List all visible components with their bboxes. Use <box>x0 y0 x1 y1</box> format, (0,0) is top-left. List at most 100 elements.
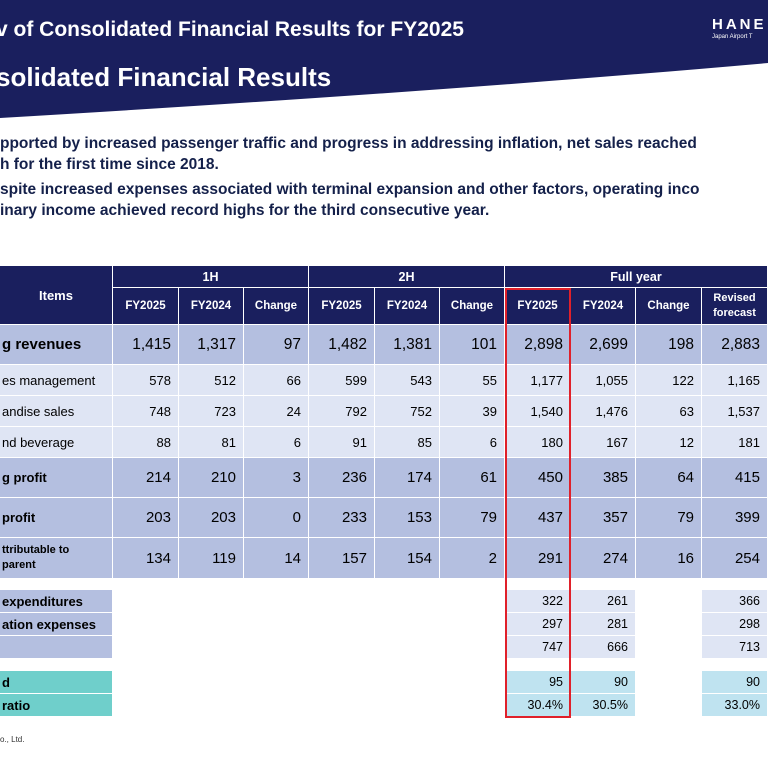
table-cell: 81 <box>179 427 243 457</box>
table-cell: 2 <box>440 538 504 578</box>
header-background <box>0 0 768 118</box>
table-cell: 66 <box>244 365 308 395</box>
teal-row-label-2: ratio <box>0 694 112 716</box>
logo-subtext: Japan Airport T <box>712 34 753 40</box>
teal-row-cell: 30.4% <box>505 694 570 716</box>
header-col-7: FY2025 <box>505 288 570 324</box>
summary-bullet-2-line-1: spite increased expenses associated with… <box>0 181 700 198</box>
table-cell: 88 <box>113 427 178 457</box>
header-items: Items <box>0 266 112 324</box>
table-cell: 1,482 <box>309 325 374 364</box>
header-group-3: Full year <box>505 266 767 287</box>
table-cell: 101 <box>440 325 504 364</box>
table-cell: 450 <box>505 458 570 497</box>
row-label-7: ttributable to parent <box>0 538 112 578</box>
teal-row-cell: 90 <box>702 671 767 693</box>
summary-bullet-1-line-1: pported by increased passenger traffic a… <box>0 135 697 152</box>
table-cell: 97 <box>244 325 308 364</box>
table-cell: 3 <box>244 458 308 497</box>
table-cell: 357 <box>571 498 635 537</box>
table-cell: 792 <box>309 396 374 426</box>
logo-text: HANE <box>712 16 767 33</box>
table-cell: 233 <box>309 498 374 537</box>
table-cell: 254 <box>702 538 767 578</box>
extra-row-cell: 666 <box>571 636 635 658</box>
page-title: solidated Financial Results <box>0 62 332 92</box>
table-cell: 1,476 <box>571 396 635 426</box>
table-cell: 157 <box>309 538 374 578</box>
table-cell: 1,540 <box>505 396 570 426</box>
teal-row-cell: 95 <box>505 671 570 693</box>
table-cell: 153 <box>375 498 439 537</box>
extra-row-cell: 261 <box>571 590 635 612</box>
table-cell: 274 <box>571 538 635 578</box>
table-cell: 1,055 <box>571 365 635 395</box>
table-cell: 16 <box>636 538 701 578</box>
table-cell: 91 <box>309 427 374 457</box>
header-col-9: Change <box>636 288 701 324</box>
header-col-8: FY2024 <box>571 288 635 324</box>
table-cell: 79 <box>636 498 701 537</box>
table-cell: 6 <box>440 427 504 457</box>
row-label-5: g profit <box>0 458 112 497</box>
table-cell: 63 <box>636 396 701 426</box>
header-col-2: FY2024 <box>179 288 243 324</box>
header-group-1: 1H <box>113 266 308 287</box>
table-cell: 2,898 <box>505 325 570 364</box>
table-cell: 723 <box>179 396 243 426</box>
teal-row-cell: 30.5% <box>571 694 635 716</box>
table-cell: 203 <box>179 498 243 537</box>
table-cell: 1,537 <box>702 396 767 426</box>
row-label-2: es management <box>0 365 112 395</box>
extra-row-label-1: expenditures <box>0 590 112 612</box>
table-cell: 2,699 <box>571 325 635 364</box>
table-cell: 167 <box>571 427 635 457</box>
table-cell: 2,883 <box>702 325 767 364</box>
table-cell: 1,415 <box>113 325 178 364</box>
table-cell: 14 <box>244 538 308 578</box>
extra-row-cell: 747 <box>505 636 570 658</box>
table-cell: 198 <box>636 325 701 364</box>
header-col-10: Revised forecast <box>702 288 767 324</box>
summary-bullet-1-line-2: h for the first time since 2018. <box>0 156 219 173</box>
table-cell: 599 <box>309 365 374 395</box>
table-cell: 1,165 <box>702 365 767 395</box>
table-cell: 399 <box>702 498 767 537</box>
extra-row-cell: 322 <box>505 590 570 612</box>
extra-row-cell: 366 <box>702 590 767 612</box>
table-cell: 214 <box>113 458 178 497</box>
table-cell: 578 <box>113 365 178 395</box>
section-title: v of Consolidated Financial Results for … <box>0 18 464 41</box>
header-col-4: FY2025 <box>309 288 374 324</box>
header-group-2: 2H <box>309 266 504 287</box>
table-cell: 85 <box>375 427 439 457</box>
table-cell: 437 <box>505 498 570 537</box>
header-col-6: Change <box>440 288 504 324</box>
row-label-3: andise sales <box>0 396 112 426</box>
table-cell: 1,317 <box>179 325 243 364</box>
footer-company: o., Ltd. <box>0 735 25 744</box>
table-cell: 0 <box>244 498 308 537</box>
table-cell: 6 <box>244 427 308 457</box>
table-cell: 134 <box>113 538 178 578</box>
table-cell: 12 <box>636 427 701 457</box>
table-cell: 291 <box>505 538 570 578</box>
table-cell: 174 <box>375 458 439 497</box>
company-logo: HANE Japan Airport T <box>712 16 767 40</box>
teal-row-label-1: d <box>0 671 112 693</box>
table-cell: 1,381 <box>375 325 439 364</box>
header-banner: v of Consolidated Financial Results for … <box>0 0 768 140</box>
table-cell: 512 <box>179 365 243 395</box>
table-cell: 385 <box>571 458 635 497</box>
table-cell: 236 <box>309 458 374 497</box>
table-cell: 181 <box>702 427 767 457</box>
header-col-5: FY2024 <box>375 288 439 324</box>
table-cell: 210 <box>179 458 243 497</box>
row-label-4: nd beverage <box>0 427 112 457</box>
table-cell: 180 <box>505 427 570 457</box>
table-cell: 543 <box>375 365 439 395</box>
teal-row-cell: 33.0% <box>702 694 767 716</box>
extra-row-label-2: ation expenses <box>0 613 112 635</box>
table-cell: 55 <box>440 365 504 395</box>
header-col-1: FY2025 <box>113 288 178 324</box>
